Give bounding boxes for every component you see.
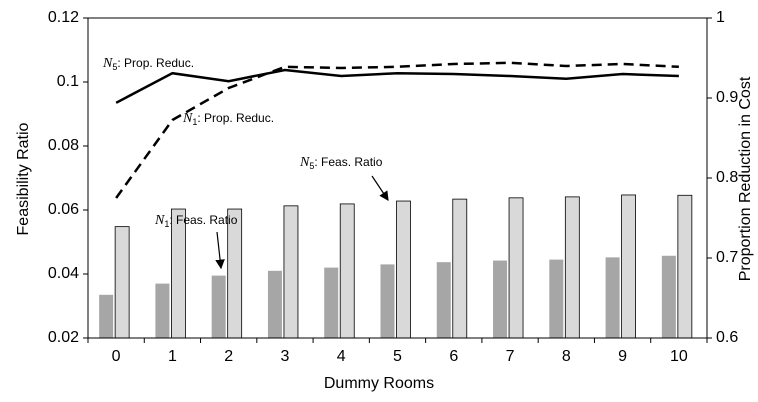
bar bbox=[452, 198, 468, 339]
y2-tick-label: 1 bbox=[716, 9, 725, 26]
bar bbox=[564, 196, 580, 339]
bar bbox=[267, 270, 282, 338]
x-tick-label: 1 bbox=[168, 348, 177, 365]
bar bbox=[171, 208, 186, 339]
bar bbox=[211, 275, 226, 338]
bar bbox=[508, 197, 524, 339]
x-tick-label: 10 bbox=[670, 348, 688, 365]
x-tick-label: 5 bbox=[393, 348, 402, 365]
annotation-text: : Prop. Reduc. bbox=[197, 111, 274, 125]
annotation-subscript: 5 bbox=[112, 62, 117, 72]
bar bbox=[661, 255, 676, 338]
line bbox=[115, 68, 679, 104]
line bbox=[115, 61, 679, 199]
bar bbox=[436, 262, 451, 338]
annotation: N5: Prop. Reduc. bbox=[102, 56, 194, 72]
bar bbox=[339, 203, 355, 339]
y-tick-label: 0.08 bbox=[48, 137, 79, 154]
annotation-subscript: 1 bbox=[164, 219, 169, 229]
annotation: N1: Prop. Reduc. bbox=[182, 111, 274, 127]
x-axis-label: Dummy Rooms bbox=[324, 375, 434, 392]
annotation-text: : Feas. Ratio bbox=[314, 155, 382, 169]
bar bbox=[396, 200, 411, 339]
annotation-symbol: N bbox=[154, 213, 165, 228]
y2-tick-label: 0.7 bbox=[716, 249, 738, 266]
x-tick-label: 4 bbox=[337, 348, 346, 365]
y2-tick-label: 0.8 bbox=[716, 169, 738, 186]
x-tick-label: 0 bbox=[112, 348, 121, 365]
x-tick-label: 9 bbox=[618, 348, 627, 365]
x-tick-label: 3 bbox=[281, 348, 290, 365]
annotation-symbol: N bbox=[182, 111, 193, 126]
bar bbox=[380, 264, 395, 338]
y-tick-label: 0.04 bbox=[48, 265, 79, 282]
y-tick-label: 0.02 bbox=[48, 329, 79, 346]
y-tick-label: 0.1 bbox=[57, 73, 79, 90]
x-tick-label: 6 bbox=[449, 348, 458, 365]
bar bbox=[605, 257, 620, 338]
x-tick-label: 7 bbox=[506, 348, 515, 365]
bar bbox=[621, 194, 636, 339]
bar bbox=[155, 283, 170, 338]
annotation-subscript: 1 bbox=[192, 117, 197, 127]
bar bbox=[549, 259, 564, 338]
bar bbox=[493, 260, 508, 338]
y2-tick-label: 0.6 bbox=[716, 329, 738, 346]
y2-axis-label: Proportion Reduction in Cost bbox=[737, 76, 754, 281]
bar bbox=[99, 294, 114, 338]
x-tick-label: 2 bbox=[224, 348, 233, 365]
bar bbox=[324, 267, 339, 338]
bar bbox=[114, 226, 130, 339]
annotation-subscript: 5 bbox=[309, 161, 314, 171]
y-axis-label: Feasibility Ratio bbox=[15, 122, 32, 235]
bar bbox=[283, 205, 299, 339]
annotation-arrow bbox=[371, 175, 389, 201]
x-tick-label: 8 bbox=[562, 348, 571, 365]
annotation: N5: Feas. Ratio bbox=[299, 155, 383, 171]
annotation: N1: Feas. Ratio bbox=[154, 213, 238, 229]
annotation-arrow bbox=[215, 231, 225, 270]
y2-tick-label: 0.9 bbox=[716, 89, 738, 106]
annotation-symbol: N bbox=[102, 56, 113, 71]
y-tick-label: 0.12 bbox=[48, 9, 79, 26]
plot-frame bbox=[87, 17, 708, 339]
annotation-symbol: N bbox=[299, 155, 310, 170]
y-tick-label: 0.06 bbox=[48, 201, 79, 218]
annotation-text: : Feas. Ratio bbox=[169, 213, 237, 227]
bar bbox=[677, 194, 693, 339]
annotation-text: : Prop. Reduc. bbox=[117, 56, 194, 70]
bar bbox=[227, 208, 243, 339]
